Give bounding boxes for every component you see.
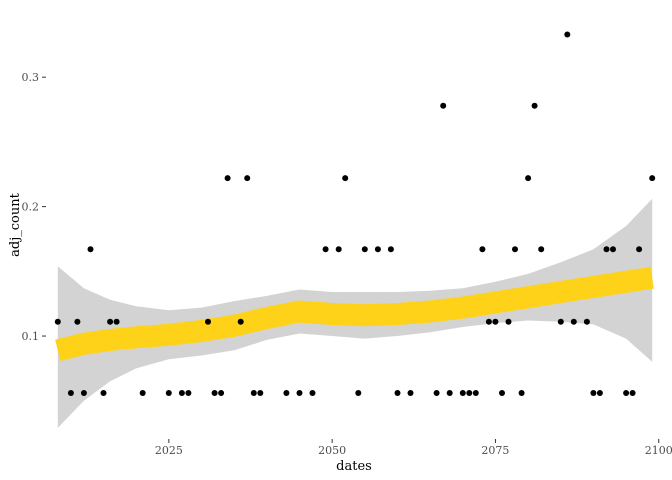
y-tick-label: 0.1 (22, 330, 40, 343)
smooth-line (55, 266, 654, 361)
data-point (479, 246, 486, 253)
data-point (623, 390, 630, 396)
data-point (538, 246, 545, 253)
data-point (100, 390, 107, 396)
data-point (244, 175, 251, 182)
data-point (374, 246, 381, 253)
data-point (610, 246, 616, 253)
x-tick-label: 2075 (481, 444, 509, 457)
data-point (596, 390, 603, 396)
data-point (557, 318, 564, 325)
data-point (531, 102, 538, 109)
data-point (583, 318, 590, 325)
data-point (355, 390, 362, 396)
x-axis-title: dates (336, 459, 372, 474)
data-point (361, 246, 368, 253)
data-point (512, 246, 518, 253)
data-point (525, 175, 532, 182)
x-tick-label: 2050 (318, 444, 346, 457)
data-point (407, 390, 414, 396)
x-tick-label: 2100 (645, 444, 672, 457)
data-point (446, 390, 453, 396)
data-point (636, 246, 643, 253)
points-layer (54, 31, 656, 396)
data-point (139, 390, 146, 396)
data-point (564, 31, 571, 38)
data-point (440, 102, 447, 109)
y-axis-title: adj_count (8, 192, 23, 256)
x-tick-label: 2025 (155, 444, 183, 457)
data-point (67, 390, 74, 396)
data-point (472, 390, 479, 396)
data-point (433, 390, 440, 396)
data-point (492, 318, 499, 325)
y-axis: 0.1 0.2 0.3 (22, 71, 46, 343)
data-point (459, 390, 466, 396)
data-point (165, 390, 172, 396)
data-point (178, 390, 185, 396)
y-tick-label: 0.2 (22, 201, 40, 214)
data-point (283, 390, 290, 396)
data-point (603, 246, 610, 253)
data-point (505, 318, 512, 325)
data-point (485, 318, 492, 325)
smooth-line-layer (55, 266, 654, 361)
data-point (387, 246, 394, 253)
data-point (224, 175, 231, 182)
data-point (250, 390, 257, 396)
data-point (74, 318, 81, 325)
data-point (107, 318, 114, 325)
data-point (518, 390, 525, 396)
data-point (649, 175, 656, 182)
data-point (205, 318, 211, 325)
data-point (342, 175, 349, 182)
data-point (87, 246, 94, 253)
x-axis: 2025 2050 2075 2100 (155, 439, 672, 457)
data-point (54, 318, 61, 325)
data-point (335, 246, 342, 253)
data-point (499, 390, 505, 396)
data-point (257, 390, 264, 396)
data-point (113, 318, 120, 325)
data-point (629, 390, 636, 396)
data-point (218, 390, 225, 396)
y-tick-label: 0.3 (22, 71, 40, 84)
data-point (394, 390, 401, 396)
data-point (211, 390, 218, 396)
data-point (466, 390, 473, 396)
data-point (570, 318, 577, 325)
data-point (237, 318, 244, 325)
data-point (309, 390, 316, 396)
data-point (80, 390, 87, 396)
data-point (296, 390, 303, 396)
data-point (185, 390, 192, 396)
data-point (590, 390, 597, 396)
data-point (322, 246, 329, 253)
